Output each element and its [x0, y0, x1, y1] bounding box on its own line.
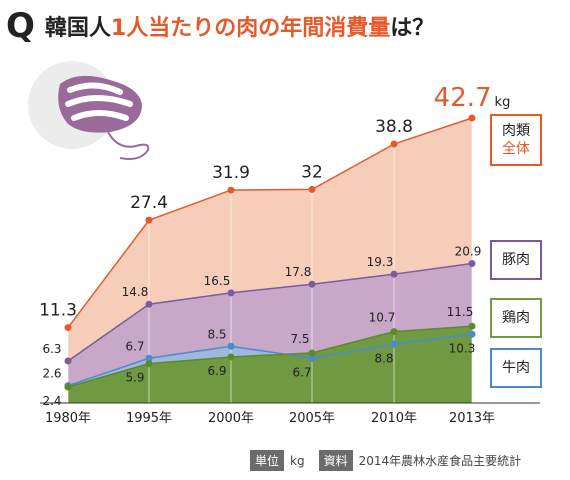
data-label-total: 31.9: [212, 163, 250, 183]
point-chicken: [390, 328, 398, 336]
data-label-beef: 10.3: [449, 341, 476, 355]
point-beef: [145, 354, 153, 362]
point-pork: [468, 260, 476, 268]
legend-pork-label: 豚肉: [502, 252, 530, 268]
point-pork: [308, 280, 316, 288]
point-chicken: [145, 360, 153, 368]
data-label-total: 38.8: [375, 117, 413, 137]
legend-chicken-label: 鶏肉: [502, 310, 530, 326]
data-label-chicken: 11.5: [447, 305, 474, 319]
data-label-chicken: 10.7: [369, 311, 396, 325]
point-pork: [145, 300, 153, 308]
unit-value: kg: [290, 453, 305, 468]
x-tick-label: 1980年: [45, 411, 91, 426]
point-total: [145, 216, 153, 224]
point-chicken: [227, 353, 235, 361]
title-part-2: 1人当たりの肉の年間消費量: [110, 16, 391, 41]
source-tag: 資料: [318, 450, 353, 471]
data-label-chicken: 6.9: [207, 364, 226, 378]
source-note: 単位 kg 資料 2014年農林水産食品主要統計: [250, 450, 521, 471]
x-tick-label: 2013年: [449, 411, 495, 426]
legend-pork: 豚肉: [490, 240, 542, 280]
legend-total: 肉類 全体: [490, 114, 542, 166]
data-label-total: 11.3: [39, 301, 77, 321]
line-total: [67, 117, 473, 329]
legend-total-line-1: 肉類: [502, 123, 530, 139]
area-chicken: [68, 326, 472, 403]
point-beef: [390, 340, 398, 348]
point-total: [227, 186, 235, 194]
data-label-chicken: 7.5: [290, 332, 309, 346]
legend-beef: 牛肉: [490, 348, 542, 388]
data-label-total: 32: [301, 162, 323, 182]
question-mark: Q: [6, 6, 35, 46]
data-label-total: 42.7 kg: [434, 83, 511, 113]
point-total: [308, 185, 316, 193]
x-tick-label: 2010年: [371, 411, 417, 426]
data-label-pork: 16.5: [204, 274, 231, 288]
line-beef: [67, 333, 473, 387]
point-pork: [227, 289, 235, 297]
point-pork: [64, 357, 72, 365]
legend-beef-label: 牛肉: [502, 360, 530, 376]
point-total: [390, 140, 398, 148]
x-tick-label: 2005年: [289, 411, 335, 426]
data-label-beef: 6.7: [125, 339, 144, 353]
data-label-beef: 2.6: [42, 367, 61, 381]
title-part-3: は？: [390, 16, 435, 41]
data-label-pork: 19.3: [367, 255, 394, 269]
point-beef: [468, 330, 476, 338]
point-chicken: [468, 322, 476, 330]
title-part-1: 韓国人: [44, 16, 111, 41]
data-label-total: 27.4: [130, 193, 168, 213]
source-value: 2014年農林水産食品主要統計: [358, 454, 522, 468]
point-beef: [227, 342, 235, 350]
data-label-pork: 14.8: [122, 285, 149, 299]
point-total: [64, 324, 72, 332]
point-pork: [390, 270, 398, 278]
data-label-pork: 20.9: [455, 245, 482, 259]
data-label-chicken: 5.9: [125, 371, 144, 385]
data-label-beef: 6.7: [292, 365, 311, 379]
data-label-pork: 17.8: [285, 265, 312, 279]
meat-icon: [28, 61, 150, 160]
legend-total-line-2: 全体: [502, 141, 530, 157]
data-label-beef: 8.5: [207, 327, 226, 341]
line-pork: [67, 262, 473, 362]
data-label-chicken: 2.4: [42, 394, 61, 408]
point-chicken: [308, 349, 316, 357]
point-beef: [308, 354, 316, 362]
x-tick-label: 1995年: [126, 411, 172, 426]
legend-chicken: 鶏肉: [490, 298, 542, 338]
chart-title: Q 韓国人 1人当たりの肉の年間消費量 は？: [6, 6, 434, 46]
data-label-beef: 8.8: [374, 351, 393, 365]
line-chicken: [67, 325, 473, 388]
point-total: [468, 114, 476, 122]
data-label-pork: 6.3: [42, 342, 61, 356]
point-chicken: [64, 383, 72, 391]
x-tick-label: 2000年: [208, 411, 254, 426]
unit-tag: 単位: [250, 450, 285, 471]
